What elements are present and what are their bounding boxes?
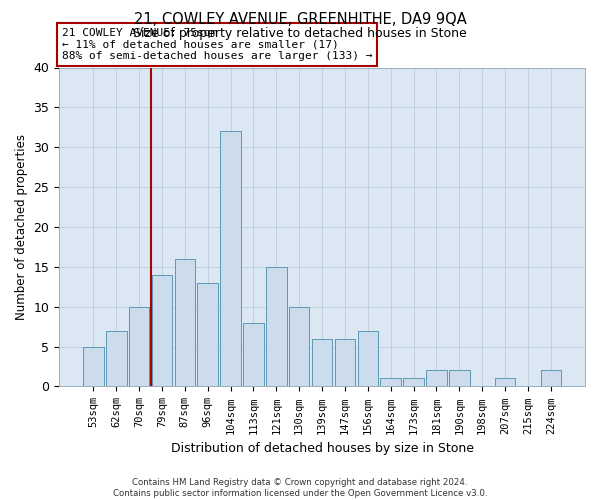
Bar bbox=[129, 306, 149, 386]
Bar bbox=[403, 378, 424, 386]
Bar bbox=[266, 267, 287, 386]
Bar bbox=[380, 378, 401, 386]
Bar bbox=[335, 338, 355, 386]
Bar bbox=[197, 283, 218, 387]
Bar bbox=[152, 275, 172, 386]
Bar bbox=[426, 370, 447, 386]
Bar bbox=[358, 330, 378, 386]
Text: Contains HM Land Registry data © Crown copyright and database right 2024.
Contai: Contains HM Land Registry data © Crown c… bbox=[113, 478, 487, 498]
Bar bbox=[175, 259, 195, 386]
Text: 21 COWLEY AVENUE: 75sqm
← 11% of detached houses are smaller (17)
88% of semi-de: 21 COWLEY AVENUE: 75sqm ← 11% of detache… bbox=[62, 28, 372, 61]
Y-axis label: Number of detached properties: Number of detached properties bbox=[15, 134, 28, 320]
Bar bbox=[289, 306, 310, 386]
Bar bbox=[220, 132, 241, 386]
X-axis label: Distribution of detached houses by size in Stone: Distribution of detached houses by size … bbox=[170, 442, 473, 455]
Bar bbox=[106, 330, 127, 386]
Bar bbox=[495, 378, 515, 386]
Text: Size of property relative to detached houses in Stone: Size of property relative to detached ho… bbox=[133, 28, 467, 40]
Bar bbox=[243, 322, 264, 386]
Bar bbox=[83, 346, 104, 387]
Text: 21, COWLEY AVENUE, GREENHITHE, DA9 9QA: 21, COWLEY AVENUE, GREENHITHE, DA9 9QA bbox=[134, 12, 466, 28]
Bar bbox=[541, 370, 561, 386]
Bar bbox=[312, 338, 332, 386]
Bar bbox=[449, 370, 470, 386]
